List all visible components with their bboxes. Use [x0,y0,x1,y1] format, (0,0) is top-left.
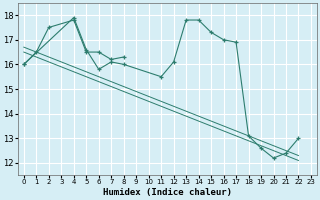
X-axis label: Humidex (Indice chaleur): Humidex (Indice chaleur) [103,188,232,197]
